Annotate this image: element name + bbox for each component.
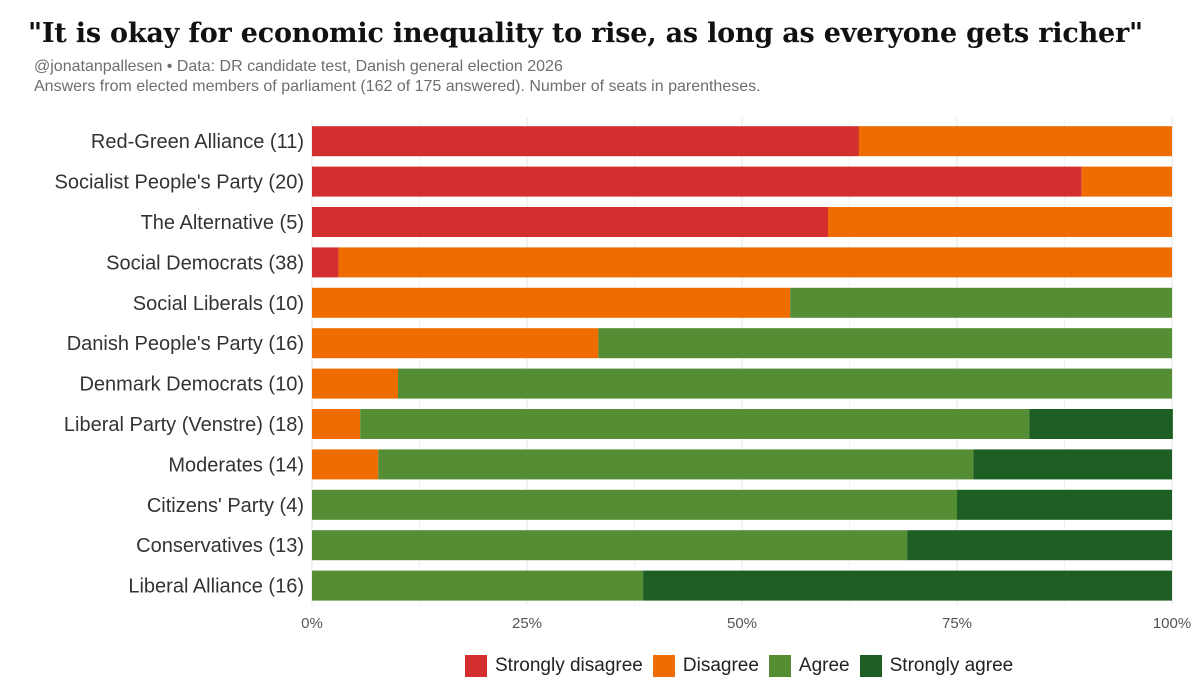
- legend-item-strongly-agree: Strongly agree: [859, 655, 1014, 677]
- bar-danish-people-s-party-16-disagree: [312, 328, 599, 359]
- bar-liberal-alliance-16-agree: [312, 570, 644, 601]
- bar-red-green-alliance-11-disagree: [858, 126, 1172, 157]
- x-tick-label: 100%: [1153, 615, 1191, 632]
- legend-swatch-strongly-disagree: [465, 655, 487, 677]
- bar-conservatives-13-agree: [312, 530, 908, 561]
- legend-item-strongly-disagree: Strongly disagree: [465, 655, 643, 677]
- bar-danish-people-s-party-16-agree: [598, 328, 1172, 359]
- y-tick-label: Red-Green Alliance (11): [91, 131, 304, 153]
- y-tick-label: Conservatives (13): [136, 535, 304, 557]
- chart-title: "It is okay for economic inequality to r…: [28, 18, 1143, 49]
- bar-moderates-14-disagree: [312, 449, 379, 480]
- bar-social-liberals-10-agree: [790, 287, 1172, 318]
- legend-swatch-strongly-agree: [859, 655, 882, 677]
- y-tick-label: The Alternative (5): [141, 212, 304, 234]
- bar-denmark-democrats-10-disagree: [312, 368, 398, 399]
- bar-conservatives-13-strongly-agree: [907, 530, 1172, 561]
- chart-legend: Strongly disagree Disagree Agree Strongl…: [465, 655, 1023, 677]
- bar-liberal-party-venstre-18-strongly-agree: [1029, 409, 1173, 439]
- bar-socialist-people-s-party-20-disagree: [1081, 166, 1172, 197]
- y-tick-label: Liberal Alliance (16): [128, 576, 304, 598]
- legend-label-agree: Agree: [798, 655, 850, 676]
- bar-the-alternative-5-strongly-disagree: [312, 207, 828, 237]
- legend-swatch-agree: [768, 655, 791, 677]
- bar-liberal-alliance-16-strongly-agree: [643, 570, 1172, 601]
- y-tick-label: Moderates (14): [168, 454, 304, 476]
- y-tick-label: Liberal Party (Venstre) (18): [64, 414, 304, 436]
- bar-socialist-people-s-party-20-strongly-disagree: [312, 166, 1082, 197]
- chart-subtitle-source: @jonatanpallesen • Data: DR candidate te…: [34, 58, 563, 75]
- bar-social-democrats-38-disagree: [338, 247, 1172, 278]
- y-tick-label: Danish People's Party (16): [67, 333, 304, 355]
- y-tick-label: Socialist People's Party (20): [55, 172, 304, 194]
- bar-moderates-14-agree: [378, 449, 974, 480]
- bar-the-alternative-5-disagree: [828, 207, 1172, 237]
- y-tick-label: Social Liberals (10): [133, 293, 304, 315]
- bar-moderates-14-strongly-agree: [973, 449, 1172, 480]
- legend-label-disagree: Disagree: [682, 655, 759, 676]
- legend-item-agree: Agree: [768, 655, 850, 677]
- y-tick-label: Social Democrats (38): [106, 252, 304, 274]
- legend-item-disagree: Disagree: [652, 655, 759, 677]
- legend-label-strongly-agree: Strongly agree: [889, 655, 1014, 676]
- x-tick-label: 75%: [942, 615, 972, 632]
- bar-liberal-party-venstre-18-agree: [360, 409, 1030, 439]
- x-tick-label: 0%: [301, 615, 323, 632]
- bar-citizens-party-4-agree: [312, 489, 957, 520]
- chart-subtitle-note: Answers from elected members of parliame…: [34, 78, 761, 95]
- y-tick-label: Citizens' Party (4): [147, 495, 304, 517]
- legend-label-strongly-disagree: Strongly disagree: [495, 655, 643, 676]
- bar-denmark-democrats-10-agree: [398, 368, 1172, 399]
- bar-liberal-party-venstre-18-disagree: [312, 409, 361, 439]
- y-tick-label: Denmark Democrats (10): [79, 374, 304, 396]
- bar-red-green-alliance-11-strongly-disagree: [312, 126, 859, 157]
- bar-citizens-party-4-strongly-agree: [957, 489, 1172, 520]
- x-tick-label: 50%: [727, 615, 757, 632]
- bar-social-democrats-38-strongly-disagree: [312, 247, 339, 278]
- bar-social-liberals-10-disagree: [312, 287, 791, 318]
- x-tick-label: 25%: [512, 615, 542, 632]
- legend-swatch-disagree: [652, 655, 675, 677]
